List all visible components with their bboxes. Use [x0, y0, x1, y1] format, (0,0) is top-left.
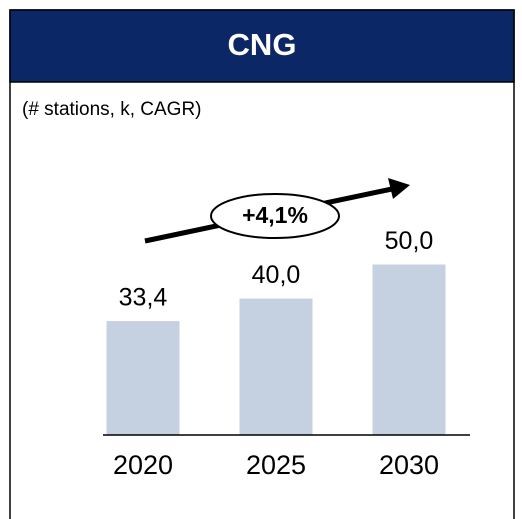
bar — [239, 298, 313, 435]
chart-subtitle: (# stations, k, CAGR) — [22, 99, 202, 120]
arrow-head — [388, 178, 410, 199]
cagr-annotation: +4,1% — [242, 202, 308, 228]
bar — [106, 321, 180, 435]
x-tick-label: 2030 — [379, 450, 439, 480]
bar — [372, 264, 446, 435]
value-label: 33,4 — [119, 284, 168, 312]
header-band — [9, 9, 515, 83]
chart-title: CNG — [228, 27, 297, 62]
x-tick-label: 2020 — [113, 450, 173, 480]
x-tick-label: 2025 — [246, 450, 306, 480]
value-label: 40,0 — [252, 261, 301, 289]
value-label: 50,0 — [385, 227, 434, 255]
cagr-ellipse — [210, 193, 340, 239]
